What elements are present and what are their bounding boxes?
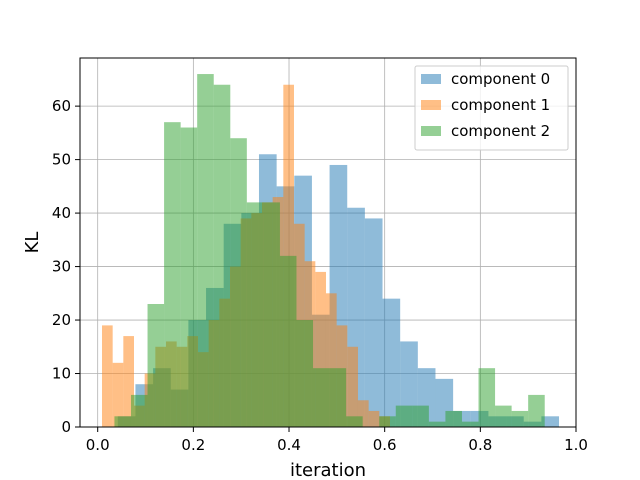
y-tick-label: 60 (52, 97, 71, 115)
x-tick-label: 1.0 (564, 436, 588, 454)
histogram-bar (313, 368, 330, 427)
histogram-bar (246, 202, 264, 427)
y-axis-title: KL (22, 232, 43, 254)
histogram-bar (123, 336, 135, 427)
legend-box (414, 65, 569, 151)
legend: component 0 component 1 component 2 (414, 65, 569, 151)
histogram-bar (114, 416, 131, 427)
y-tick-label: 20 (52, 311, 71, 329)
histogram-bar (528, 394, 545, 427)
histogram-bar (379, 416, 396, 427)
histogram-bar (478, 368, 496, 427)
histogram-bar (230, 138, 247, 427)
histogram-bar (325, 293, 337, 427)
histogram-bar (329, 368, 347, 427)
histogram-bar (412, 405, 429, 427)
y-tick-label: 50 (52, 151, 71, 169)
histogram-bar (197, 74, 214, 427)
x-axis-ticks: 0.0 0.2 0.4 0.6 0.8 1.0 (86, 427, 588, 454)
histogram-bar (382, 298, 401, 427)
histogram-bar (395, 405, 413, 427)
x-tick-label: 0.2 (181, 436, 205, 454)
histogram-bar (495, 405, 512, 427)
histogram-bar (347, 346, 358, 427)
legend-label: component 0 (451, 70, 550, 88)
histogram-bar (102, 325, 113, 427)
legend-label: component 2 (451, 122, 550, 140)
histogram-bar (357, 400, 369, 427)
x-axis-title: iteration (290, 460, 366, 480)
histogram-bar (147, 304, 165, 427)
plot-frame (79, 57, 577, 428)
histogram-bar (130, 394, 148, 427)
histogram-bar (315, 271, 326, 427)
x-tick-label: 0.6 (373, 436, 397, 454)
y-tick-label: 10 (52, 365, 71, 383)
histogram-bar (511, 410, 529, 427)
histogram-bars (102, 74, 560, 428)
histogram-bar (180, 127, 198, 428)
histogram-bar (164, 122, 181, 427)
histogram-bar (279, 255, 297, 427)
histogram-bar (296, 320, 314, 427)
histogram-bar (364, 218, 383, 427)
histogram-bar (428, 421, 446, 427)
y-tick-label: 30 (52, 258, 71, 276)
x-tick-label: 0.0 (86, 436, 110, 454)
x-tick-label: 0.4 (277, 436, 301, 454)
legend-swatch (421, 126, 441, 136)
histogram-bar (213, 84, 231, 427)
x-tick-label: 0.8 (468, 436, 492, 454)
legend-swatch (421, 100, 441, 110)
legend-label: component 1 (451, 96, 550, 114)
histogram-bar (112, 362, 124, 427)
y-tick-label: 40 (52, 204, 71, 222)
histogram-bar (541, 416, 560, 427)
y-tick-label: 0 (61, 418, 71, 436)
histogram-bar (263, 202, 280, 427)
histogram-bar (346, 416, 363, 427)
histogram-bar (461, 421, 479, 427)
y-axis-ticks: 0 10 20 30 40 50 60 (52, 97, 80, 436)
series-2 (114, 74, 545, 428)
histogram-bar (368, 410, 380, 427)
histogram-bar (445, 410, 462, 427)
legend-swatch (421, 74, 441, 84)
